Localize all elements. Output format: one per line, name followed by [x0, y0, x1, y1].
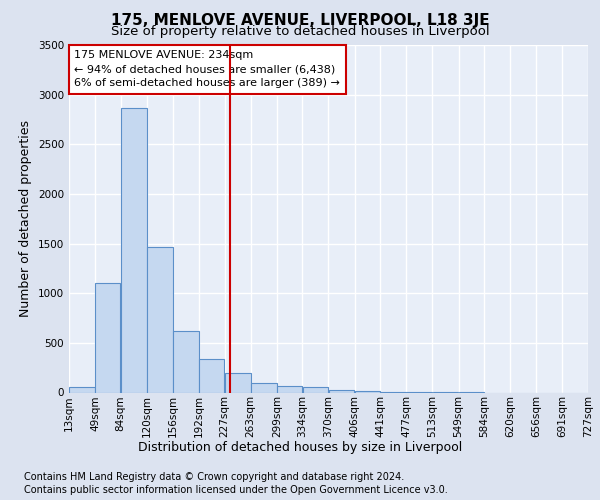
Bar — [199, 358, 224, 392]
Text: Contains public sector information licensed under the Open Government Licence v3: Contains public sector information licen… — [24, 485, 448, 495]
Text: Size of property relative to detached houses in Liverpool: Size of property relative to detached ho… — [110, 25, 490, 38]
Bar — [355, 391, 380, 392]
Bar — [302, 387, 328, 392]
Bar — [251, 383, 277, 392]
Text: Distribution of detached houses by size in Liverpool: Distribution of detached houses by size … — [138, 441, 462, 454]
Bar — [147, 246, 173, 392]
Bar — [121, 108, 146, 393]
Bar — [329, 390, 355, 392]
Bar — [173, 331, 199, 392]
Bar — [225, 372, 251, 392]
Bar — [95, 284, 121, 393]
Bar — [69, 387, 95, 392]
Text: 175 MENLOVE AVENUE: 234sqm
← 94% of detached houses are smaller (6,438)
6% of se: 175 MENLOVE AVENUE: 234sqm ← 94% of deta… — [74, 50, 340, 88]
Text: Contains HM Land Registry data © Crown copyright and database right 2024.: Contains HM Land Registry data © Crown c… — [24, 472, 404, 482]
Y-axis label: Number of detached properties: Number of detached properties — [19, 120, 32, 318]
Text: 175, MENLOVE AVENUE, LIVERPOOL, L18 3JE: 175, MENLOVE AVENUE, LIVERPOOL, L18 3JE — [110, 12, 490, 28]
Bar — [277, 386, 302, 392]
